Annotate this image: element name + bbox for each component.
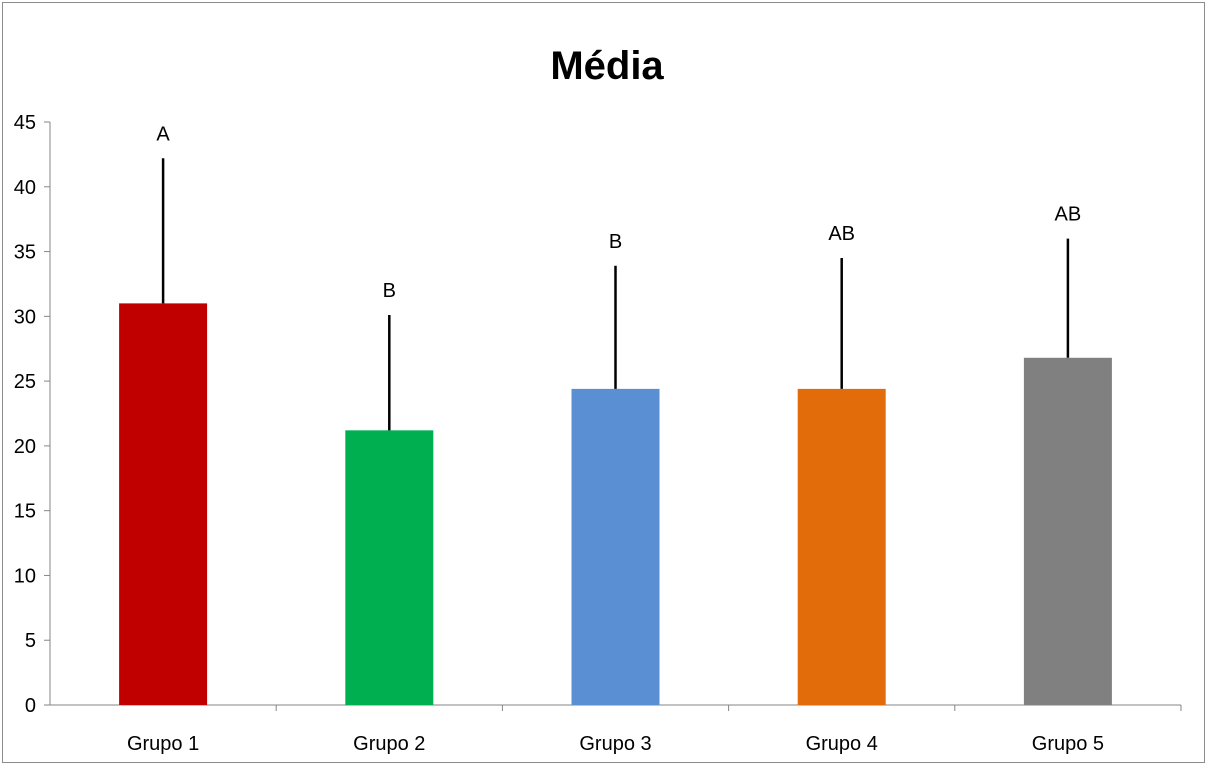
significance-label-5: AB [1055, 204, 1082, 226]
bar-3 [571, 388, 660, 705]
y-tick-label: 15 [14, 501, 36, 523]
category-label-1: Grupo 1 [127, 733, 199, 755]
error-bars [161, 158, 1070, 431]
significance-label-4: AB [828, 223, 855, 245]
bar-1 [119, 303, 208, 705]
y-tick-label: 30 [14, 306, 36, 328]
y-tick-label: 0 [25, 695, 36, 717]
significance-label-3: B [609, 231, 622, 253]
bar-2 [345, 430, 434, 705]
chart-svg: Média 0 5 10 15 20 25 30 35 40 45 A Grupo 1 B Grupo … [14, 44, 1182, 755]
bar-4 [797, 388, 886, 705]
significance-label-1: A [156, 123, 170, 145]
y-tick-label: 35 [14, 242, 36, 264]
y-tick-label: 10 [14, 565, 36, 587]
bars [119, 303, 1112, 705]
y-tick-label: 45 [14, 112, 36, 134]
significance-label-2: B [383, 280, 396, 302]
y-tick-label: 20 [14, 436, 36, 458]
labels: A Grupo 1 B Grupo 2 B Grupo 3 AB Grupo 4 AB Grupo… [127, 123, 1104, 755]
category-label-2: Grupo 2 [353, 733, 425, 755]
category-label-3: Grupo 3 [579, 733, 651, 755]
y-tick-label: 25 [14, 371, 36, 393]
category-label-5: Grupo 5 [1032, 733, 1104, 755]
axes: 0 5 10 15 20 25 30 35 40 45 [14, 112, 1182, 717]
category-label-4: Grupo 4 [806, 733, 878, 755]
bar-5 [1023, 357, 1112, 705]
y-tick-label: 5 [25, 630, 36, 652]
chart-title: Média [550, 44, 664, 88]
y-tick-label: 40 [14, 177, 36, 199]
